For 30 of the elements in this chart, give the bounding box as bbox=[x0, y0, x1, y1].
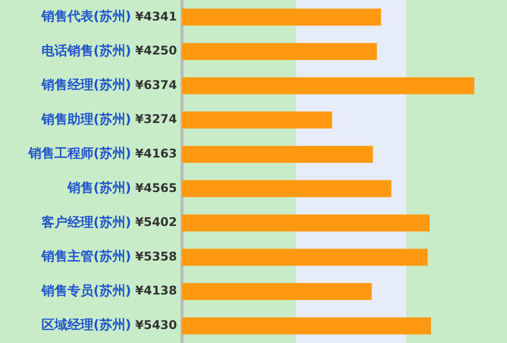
data-label: ¥4565 bbox=[135, 180, 177, 195]
y-tick-label: 销售经理(苏州) bbox=[40, 78, 132, 94]
bar bbox=[182, 283, 372, 300]
y-tick-label: 区域经理(苏州) bbox=[41, 318, 132, 334]
data-label: ¥4138 bbox=[135, 284, 177, 298]
data-label: ¥4163 bbox=[135, 146, 177, 160]
data-label: ¥4341 bbox=[135, 9, 177, 24]
y-tick-label: 销售代表(苏州) bbox=[40, 10, 132, 25]
y-tick-label: 电话销售(苏州) bbox=[41, 42, 132, 59]
bar bbox=[182, 214, 430, 232]
y-tick-label: 销售工程师(苏州) bbox=[27, 146, 132, 162]
y-tick-label: 销售专员(苏州) bbox=[40, 282, 132, 299]
bar bbox=[182, 317, 432, 334]
bar bbox=[182, 248, 428, 266]
data-label: ¥6374 bbox=[135, 78, 177, 92]
y-tick-label: 销售主管(苏州) bbox=[40, 248, 132, 265]
bar bbox=[182, 146, 373, 163]
bar bbox=[182, 8, 382, 26]
y-tick-label: 销售助理(苏州) bbox=[40, 112, 132, 128]
y-tick-label: 销售(苏州) bbox=[66, 181, 132, 196]
data-label: ¥5430 bbox=[135, 318, 177, 332]
data-label: ¥5402 bbox=[135, 215, 177, 230]
data-label: ¥5358 bbox=[135, 249, 177, 264]
bar bbox=[182, 42, 377, 60]
bar bbox=[182, 180, 392, 198]
y-tick-label: 客户经理(苏州) bbox=[40, 214, 132, 230]
data-label: ¥3274 bbox=[135, 112, 177, 126]
bar bbox=[182, 112, 332, 129]
bar bbox=[182, 77, 474, 94]
data-label: ¥4250 bbox=[135, 44, 177, 58]
